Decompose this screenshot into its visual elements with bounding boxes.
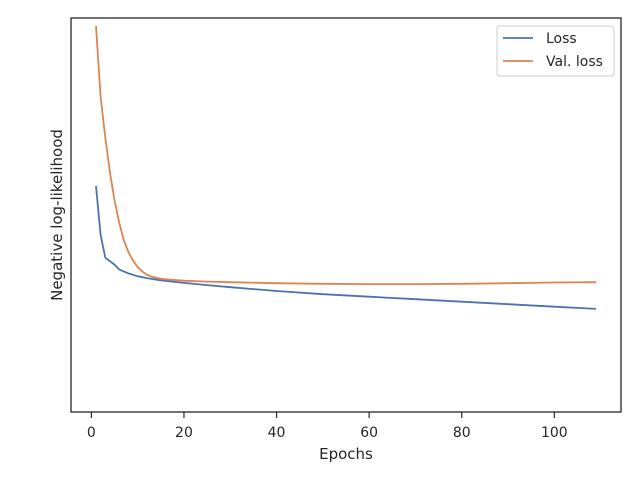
series-line-loss [95, 186, 597, 310]
legend: Loss Val. loss [496, 25, 615, 77]
x-tick-label: 60 [360, 425, 378, 441]
x-tick-label: 100 [541, 425, 568, 441]
x-tick-label: 0 [87, 425, 96, 441]
x-tick-label: 80 [453, 425, 471, 441]
series-line-val-loss [95, 25, 597, 286]
x-ticks: 0 20 40 60 80 100 [87, 412, 568, 441]
legend-label-loss: Loss [546, 31, 577, 47]
y-axis-label: Negative log-likelihood [48, 129, 66, 301]
plot-frame [70, 17, 622, 413]
x-tick-label: 20 [175, 425, 193, 441]
legend-label-val-loss: Val. loss [546, 54, 603, 70]
series-lines [95, 25, 597, 310]
x-tick-label: 40 [268, 425, 286, 441]
x-axis-label: Epochs [319, 445, 373, 463]
